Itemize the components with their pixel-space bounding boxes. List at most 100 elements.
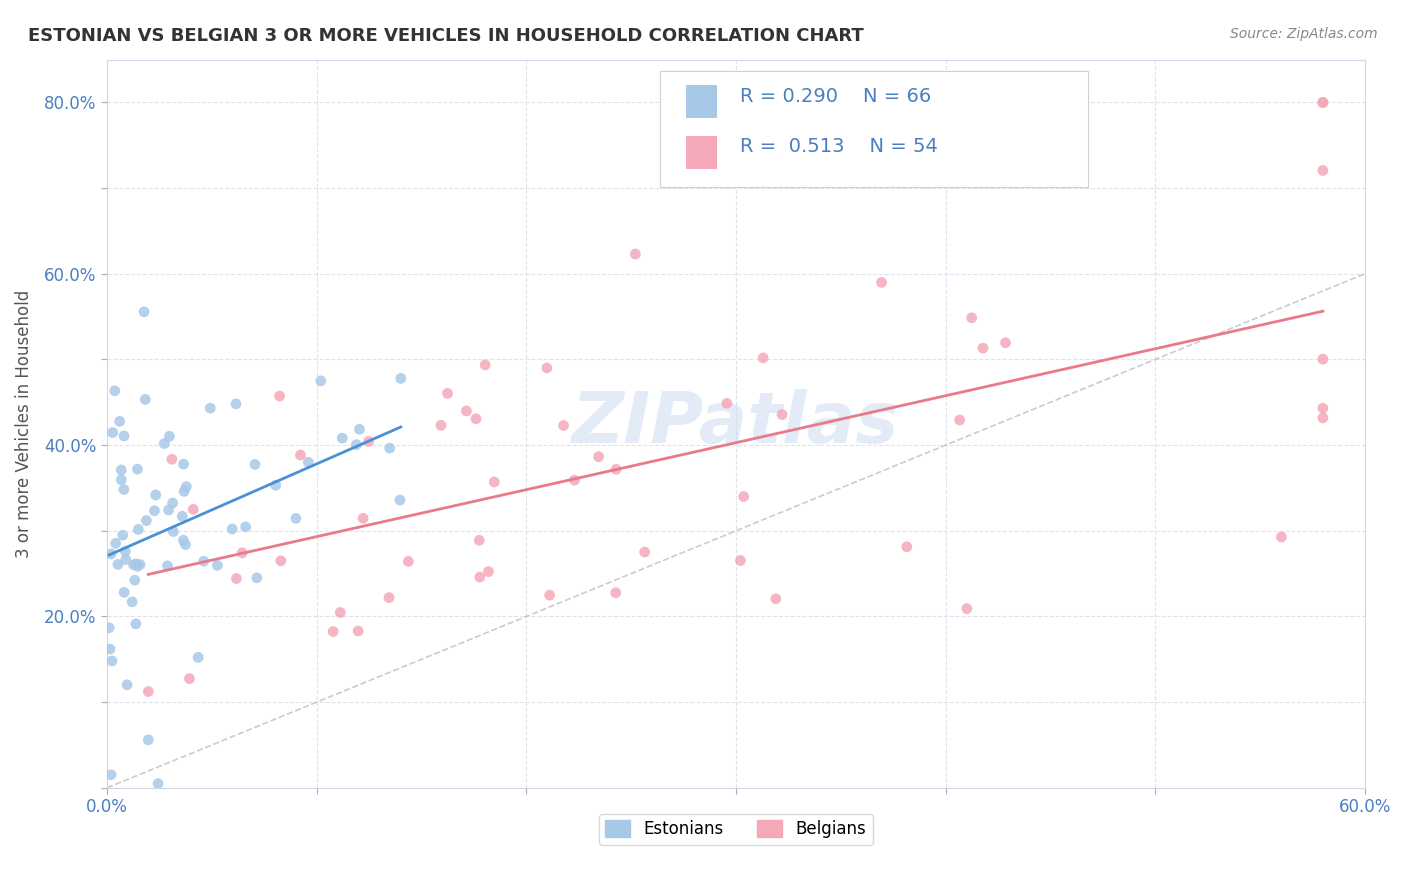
Estonians [125,557,148,571]
Estonians [162,524,184,539]
Belgians [624,247,647,261]
Belgians [290,448,312,462]
Estonians [297,455,319,469]
Belgians [770,408,793,422]
Estonians [110,473,132,487]
Estonians [127,559,149,574]
Estonians [193,554,215,568]
Estonians [235,520,257,534]
Estonians [207,558,229,573]
Estonians [145,488,167,502]
Y-axis label: 3 or more Vehicles in Household: 3 or more Vehicles in Household [15,290,32,558]
Estonians [100,768,122,782]
Estonians [111,528,134,542]
Text: R =  0.513    N = 54: R = 0.513 N = 54 [740,137,938,156]
FancyBboxPatch shape [661,70,1088,187]
Estonians [112,585,135,599]
Estonians [156,558,179,573]
Belgians [994,335,1017,350]
Estonians [98,621,121,635]
Belgians [436,386,458,401]
Belgians [896,540,918,554]
Estonians [146,776,169,790]
Belgians [972,341,994,355]
Belgians [347,624,370,638]
Belgians [477,565,499,579]
Estonians [114,544,136,558]
Estonians [225,397,247,411]
Belgians [960,310,983,325]
Estonians [162,496,184,510]
Belgians [465,411,488,425]
Belgians [378,591,401,605]
Belgians [765,591,787,606]
Belgians [484,475,506,489]
Belgians [160,452,183,467]
Estonians [135,514,157,528]
Estonians [246,571,269,585]
Estonians [114,552,136,566]
Estonians [101,654,124,668]
Estonians [124,573,146,587]
Estonians [243,458,266,472]
Estonians [122,558,145,572]
Estonians [129,558,152,572]
Estonians [136,732,159,747]
Belgians [564,473,586,487]
Belgians [468,533,491,548]
Belgians [468,570,491,584]
Estonians [101,425,124,440]
Belgians [956,601,979,615]
Estonians [330,431,353,445]
Estonians [112,483,135,497]
Estonians [127,462,149,476]
Belgians [357,434,380,449]
Estonians [104,384,127,398]
Belgians [1312,95,1334,110]
Estonians [221,522,243,536]
Estonians [108,414,131,428]
Belgians [633,545,655,559]
Belgians [270,554,292,568]
Estonians [344,438,367,452]
Belgians [1312,352,1334,367]
Estonians [127,523,149,537]
Estonians [153,436,176,450]
Estonians [125,616,148,631]
Estonians [132,305,155,319]
Belgians [752,351,775,365]
Belgians [456,404,478,418]
Estonians [378,441,401,455]
Estonians [104,536,127,550]
Belgians [1312,410,1334,425]
Belgians [179,672,201,686]
Belgians [605,462,627,476]
Belgians [329,606,352,620]
Estonians [173,457,195,471]
Belgians [588,450,610,464]
Belgians [181,502,204,516]
Belgians [1312,401,1334,416]
Estonians [187,650,209,665]
Belgians [225,572,247,586]
Estonians [98,642,121,657]
Belgians [136,684,159,698]
Belgians [716,396,738,410]
Belgians [474,358,496,372]
Estonians [143,504,166,518]
Estonians [112,429,135,443]
Belgians [352,511,374,525]
Estonians [134,392,156,407]
Belgians [870,276,893,290]
Belgians [536,360,558,375]
Estonians [264,478,287,492]
Belgians [430,418,453,433]
Estonians [388,493,411,508]
Estonians [176,480,198,494]
Estonians [115,678,138,692]
Text: ZIPatlas: ZIPatlas [572,389,900,458]
Estonians [157,503,180,517]
Estonians [121,595,143,609]
Estonians [173,484,195,499]
Belgians [733,490,755,504]
